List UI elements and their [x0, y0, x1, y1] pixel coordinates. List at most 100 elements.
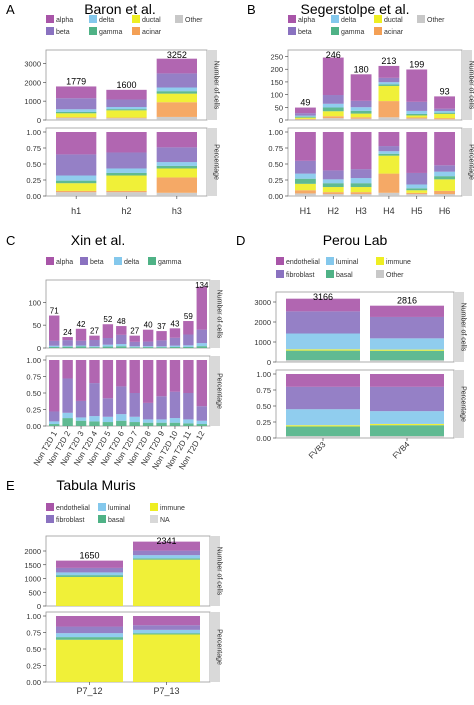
y-tick-label: 1000 — [24, 97, 41, 106]
bar-segment-gamma — [129, 347, 140, 348]
bar-total-label: 213 — [381, 56, 396, 66]
bar-total-label: 59 — [184, 312, 193, 321]
bar-segment-delta — [106, 168, 147, 173]
bar-segment-other — [378, 192, 400, 196]
bar-segment-other — [350, 118, 372, 120]
bar-segment-ductal — [106, 175, 147, 191]
bar-segment-delta — [156, 87, 197, 92]
y-tick-label: 1000 — [254, 338, 271, 347]
count-strip — [207, 50, 217, 120]
bar-segment-ductal — [406, 115, 428, 118]
bar-segment-gamma — [89, 347, 100, 348]
bar-segment-gamma — [196, 346, 207, 348]
bar-segment-fibroblast — [370, 316, 444, 339]
bar-segment-fibroblast — [133, 625, 200, 630]
panel-letter: B — [247, 2, 256, 17]
bar-total-label: 2341 — [156, 536, 176, 546]
bar-segment-ductal — [434, 179, 455, 191]
bar-total-label: 1650 — [79, 551, 99, 561]
y-tick-label: 1000 — [24, 575, 41, 584]
panel-c: C Xin et al. alpha beta delta gamma Number of … — [6, 232, 223, 471]
bar-segment-beta — [183, 393, 194, 420]
bar-segment-acinar — [378, 101, 400, 118]
bar-segment-delta — [142, 419, 154, 423]
bar-total-label: 134 — [195, 281, 209, 290]
y-tick-label: 200 — [270, 65, 283, 74]
bar-segment-beta — [116, 334, 127, 345]
y-tick-label: 0.25 — [256, 418, 271, 427]
panel-b: B Segerstolpe et al.alpha delta ductal Other… — [247, 1, 474, 216]
bar-segment-gamma — [62, 346, 73, 348]
legend-swatch — [132, 27, 140, 35]
bar-segment-alpha — [196, 360, 207, 407]
legend-swatch — [326, 270, 334, 278]
y-tick-label: 0.50 — [26, 389, 41, 398]
bar-segment-ductal — [378, 155, 400, 174]
bar-segment-ductal — [56, 113, 97, 118]
bar-segment-gamma — [62, 418, 73, 426]
bar-segment-acinar — [106, 190, 147, 193]
bar-segment-other — [56, 192, 97, 196]
bar-total-label: 1600 — [116, 80, 136, 90]
percent-strip-label: Percentage — [460, 386, 467, 422]
bar-segment-beta — [156, 340, 167, 347]
bar-segment-alpha — [106, 132, 147, 153]
legend-swatch — [276, 257, 284, 265]
bar-segment-endothelial — [286, 298, 360, 312]
bar-segment-alpha — [129, 335, 140, 342]
legend-label: delta — [124, 259, 139, 266]
y-tick-label: 0.25 — [26, 176, 41, 185]
percent-strip — [210, 612, 220, 682]
bar-segment-alpha — [56, 86, 97, 99]
legend-label: immune — [386, 259, 411, 266]
legend-label: beta — [298, 29, 312, 36]
count-strip — [462, 50, 472, 120]
x-tick-label: P7_13 — [153, 686, 179, 696]
x-tick-label: H6 — [439, 206, 451, 216]
y-tick-label: 3000 — [24, 59, 41, 68]
panel-d: D Perou Lab endothelial luminal immune fibrob… — [236, 232, 467, 461]
legend-swatch — [417, 15, 425, 23]
y-tick-label: 0.50 — [256, 402, 271, 411]
legend-label: Other — [386, 272, 404, 279]
bar-segment-gamma — [116, 420, 127, 426]
bar-segment-delta — [169, 345, 181, 348]
panel-letter: D — [236, 233, 245, 248]
bar-segment-delta — [434, 171, 455, 177]
bar-segment-gamma — [378, 153, 400, 156]
bar-segment-delta — [322, 103, 344, 108]
y-tick-label: 0 — [37, 116, 41, 125]
bar-segment-immune — [370, 349, 444, 351]
y-tick-label: 0.00 — [256, 434, 271, 443]
legend-label: gamma — [341, 29, 364, 36]
legend-label: delta — [341, 17, 356, 24]
legend-label: basal — [108, 517, 125, 524]
bar-segment-alpha — [62, 337, 73, 341]
y-tick-label: 1.00 — [256, 370, 271, 379]
bar-segment-acinar — [56, 117, 97, 118]
bar-segment-endothelial — [370, 374, 444, 387]
bar-segment-ductal — [322, 187, 344, 193]
bar-segment-beta — [89, 383, 100, 417]
bar-segment-beta — [62, 340, 73, 346]
bar-segment-beta — [378, 146, 400, 152]
bar-segment-delta — [406, 184, 428, 189]
x-tick-label: H5 — [411, 206, 423, 216]
bar-segment-alpha — [169, 360, 181, 392]
legend-label: endothelial — [286, 259, 320, 266]
bar-segment-alpha — [350, 132, 372, 170]
bar-segment-luminal — [370, 411, 444, 424]
legend-label: gamma — [99, 29, 122, 36]
x-tick-label: FVB4 — [391, 440, 412, 461]
bar-segment-acinar — [406, 192, 428, 195]
bar-total-label: 1779 — [66, 76, 86, 86]
bar-segment-endothelial — [56, 616, 123, 627]
legend-swatch — [89, 15, 97, 23]
bar-segment-other — [350, 194, 372, 196]
y-tick-label: 3000 — [254, 298, 271, 307]
bar-segment-acinar — [156, 102, 197, 117]
bar-segment-beta — [106, 99, 147, 108]
bar-segment-acinar — [106, 117, 147, 119]
bar-segment-alpha — [102, 360, 114, 399]
bar-segment-other — [286, 436, 360, 438]
